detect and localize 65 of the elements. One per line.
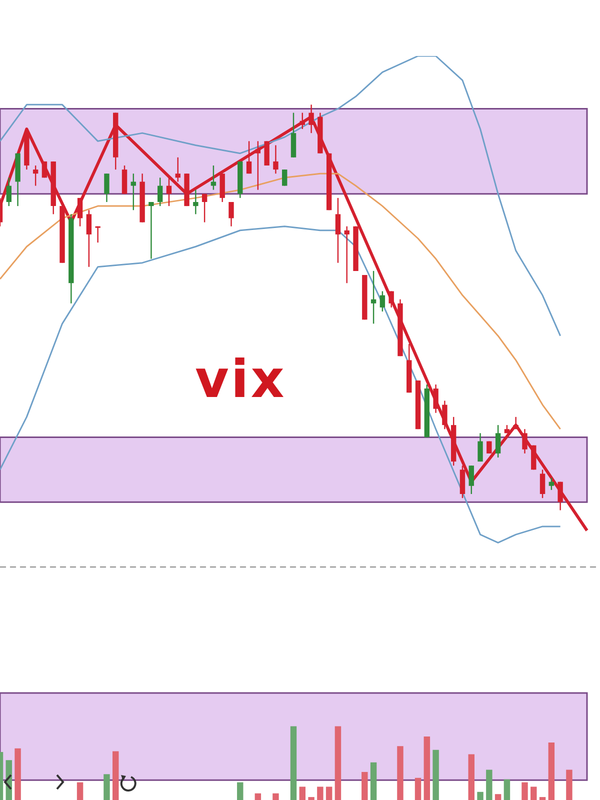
annotation: vix <box>195 350 286 410</box>
candlestick <box>540 469 546 499</box>
bar <box>370 762 377 800</box>
candlestick <box>433 384 438 414</box>
candlestick <box>210 164 216 190</box>
bar <box>468 754 474 800</box>
candlestick <box>513 416 518 430</box>
candlestick <box>478 432 483 462</box>
candlestick <box>468 465 474 495</box>
bar <box>290 726 297 800</box>
candlestick <box>558 481 563 511</box>
candlestick <box>388 290 394 308</box>
bar <box>299 786 306 800</box>
bar <box>272 793 279 800</box>
bar <box>548 742 555 800</box>
bar <box>334 726 342 800</box>
bar <box>504 779 510 800</box>
candlestick <box>175 156 180 182</box>
candlestick <box>486 440 492 454</box>
candlestick <box>32 164 38 186</box>
bar <box>76 782 84 800</box>
bar <box>432 750 439 800</box>
bar <box>494 794 502 800</box>
candlestick <box>255 140 261 190</box>
candlestick <box>442 400 448 430</box>
bar <box>566 770 572 800</box>
candlestick <box>228 201 234 227</box>
candlestick <box>77 197 83 227</box>
candlestick <box>95 226 100 244</box>
candlestick <box>522 428 528 454</box>
bar <box>237 782 244 800</box>
candlestick <box>548 477 554 491</box>
bar <box>317 786 324 800</box>
bar <box>104 774 110 800</box>
candlestick <box>130 173 136 211</box>
bar <box>397 746 404 800</box>
candlestick <box>148 201 154 260</box>
bar <box>308 797 314 800</box>
bar <box>326 786 332 800</box>
candlestick <box>282 168 288 186</box>
candlestick <box>495 424 501 458</box>
bar <box>530 786 537 800</box>
candlestick <box>6 177 12 207</box>
bar <box>477 792 484 800</box>
candlestick <box>344 226 350 284</box>
candlestick <box>86 210 92 268</box>
candlestick <box>246 140 252 174</box>
bar <box>424 736 430 800</box>
candlestick <box>157 177 163 207</box>
candlestick <box>273 144 278 174</box>
candlestick <box>104 173 110 203</box>
candlestick <box>370 270 376 324</box>
bar <box>486 770 492 800</box>
bar <box>14 748 21 800</box>
bar <box>112 751 119 800</box>
bar <box>362 772 368 800</box>
candlestick <box>335 197 341 264</box>
bar <box>539 797 546 800</box>
candlestick <box>202 193 208 223</box>
candlestick <box>193 189 198 215</box>
bar <box>414 778 422 800</box>
bar <box>522 782 528 800</box>
candlestick <box>166 177 172 207</box>
bar <box>254 793 262 800</box>
candlestick <box>380 290 386 312</box>
